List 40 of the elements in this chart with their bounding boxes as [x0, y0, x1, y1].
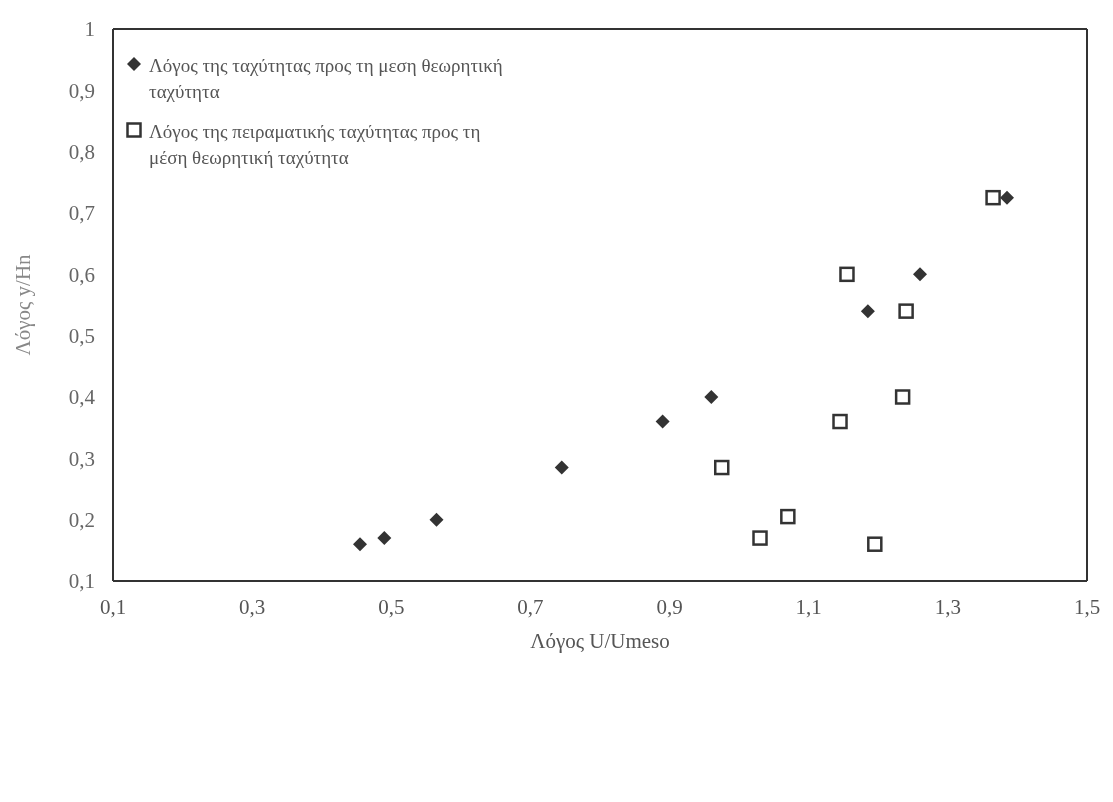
- legend-label: Λόγος της ταχύτητας προς τη μεση θεωρητική ταχύτητα: [149, 54, 504, 104]
- y-tick-label: 0,9: [68, 78, 95, 103]
- x-tick-label: 1,1: [795, 594, 822, 619]
- x-tick-label: 0,3: [239, 594, 266, 619]
- point: [860, 304, 875, 319]
- point: [714, 459, 730, 476]
- y-tick-label: 0,4: [68, 385, 96, 410]
- legend-label: Λόγος της πειραματικής ταχύτητας προς τη μέση θεωρητική ταχύτητα: [149, 120, 482, 170]
- x-tick-label: 1,5: [1073, 594, 1101, 619]
- point: [352, 537, 367, 552]
- y-tick-label: 0,5: [68, 324, 95, 349]
- y-tick-label: 0,2: [68, 508, 95, 533]
- point: [780, 508, 796, 525]
- x-tick-label: 0,9: [656, 594, 683, 619]
- point: [913, 267, 928, 282]
- point: [429, 512, 444, 527]
- y-tick-label: 0,1: [68, 569, 95, 594]
- y-tick-label: 1: [84, 17, 95, 42]
- point: [554, 460, 569, 475]
- x-tick-label: 0,7: [517, 594, 544, 619]
- point: [377, 531, 392, 546]
- point: [894, 389, 911, 405]
- y-tick-label: 0,7: [68, 201, 95, 226]
- x-tick-label: 0,1: [99, 594, 127, 619]
- point: [867, 536, 883, 552]
- x-tick-label: 1,3: [934, 594, 961, 619]
- point: [999, 190, 1014, 205]
- point: [985, 189, 1001, 206]
- point: [704, 390, 719, 404]
- point: [752, 530, 768, 546]
- x-axis-title: Λόγος U/Umeso: [530, 629, 670, 653]
- point: [839, 266, 855, 283]
- y-tick-label: 0,8: [68, 140, 95, 165]
- y-tick-label: 0,6: [68, 262, 95, 287]
- x-tick-label: 0,5: [378, 594, 405, 619]
- y-axis-title: Λόγος y/Hn: [11, 253, 36, 356]
- point: [655, 414, 670, 429]
- y-tick-label: 0,3: [68, 446, 95, 471]
- point: [832, 413, 848, 430]
- point: [898, 303, 914, 319]
